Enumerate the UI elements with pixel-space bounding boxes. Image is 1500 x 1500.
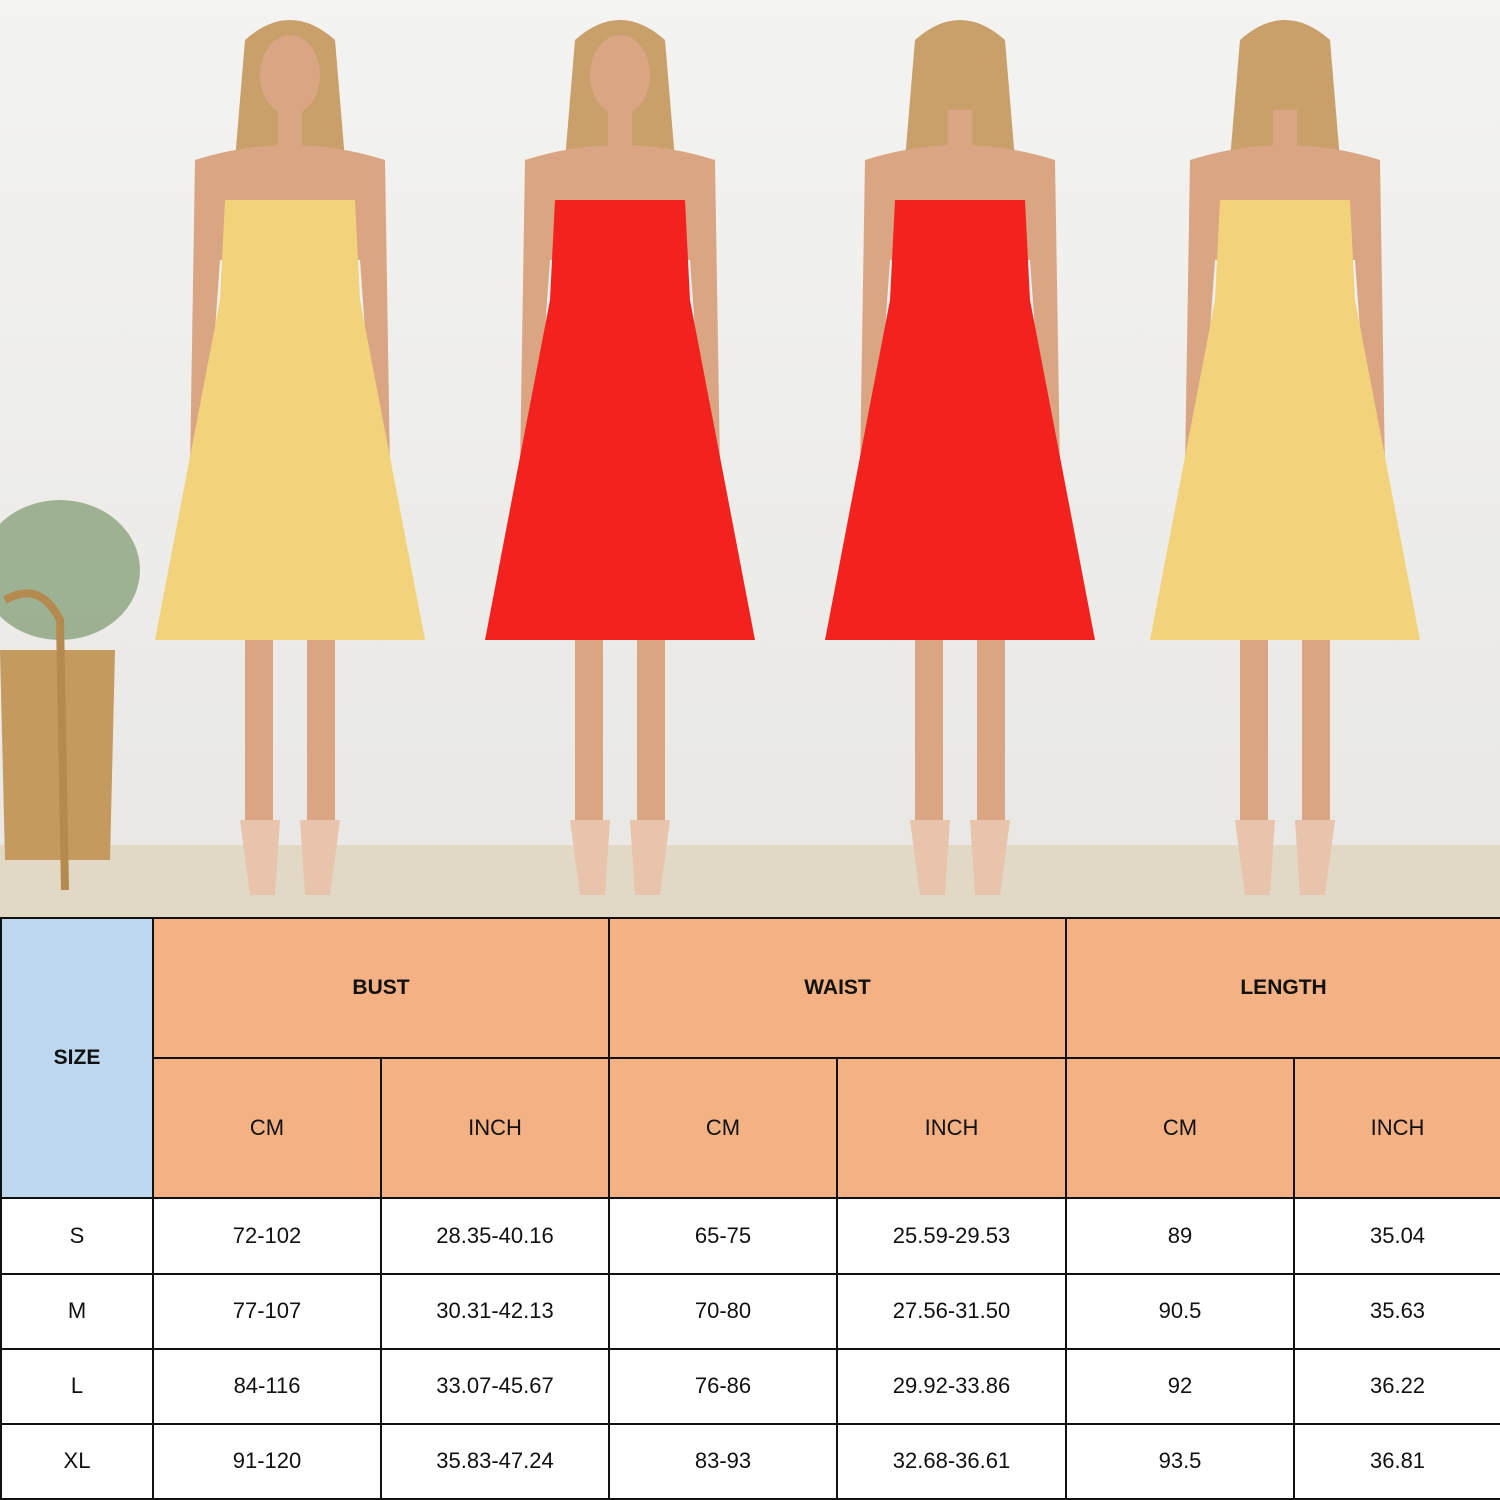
table-row: L 84-116 33.07-45.67 76-86 29.92-33.86 92 36.2…: [0, 1347, 1500, 1425]
bust-cm-cell: 77-107: [152, 1272, 382, 1350]
waist-inch-cell: 32.68-36.61: [836, 1422, 1068, 1500]
length-cm-header: CM: [1065, 1057, 1296, 1200]
bust-inch-header: INCH: [379, 1057, 611, 1200]
models: [155, 20, 1420, 895]
size-cell: S: [0, 1197, 154, 1275]
length-inch-cell: 35.63: [1293, 1272, 1500, 1350]
size-chart-table: SIZE BUST WAIST LENGTH CM INCH CM INCH C…: [0, 916, 1500, 1500]
waist-cm-cell: 65-75: [608, 1197, 839, 1275]
waist-header: WAIST: [608, 916, 1068, 1060]
table-row: M 77-107 30.31-42.13 70-80 27.56-31.50 90.5 35…: [0, 1272, 1500, 1350]
length-inch-header: INCH: [1293, 1057, 1500, 1200]
bust-header: BUST: [151, 916, 611, 1060]
bust-inch-cell: 35.83-47.24: [379, 1422, 611, 1500]
model-front-1: [155, 20, 425, 895]
bust-inch-cell: 30.31-42.13: [379, 1272, 611, 1350]
waist-inch-cell: 29.92-33.86: [836, 1347, 1068, 1425]
length-inch-cell: 36.22: [1293, 1347, 1500, 1425]
bust-cm-cell: 91-120: [152, 1422, 382, 1500]
waist-cm-cell: 76-86: [608, 1347, 839, 1425]
model-front-2: [485, 20, 755, 895]
table-row: XL 91-120 35.83-47.24 83-93 32.68-36.61 93.5 3…: [0, 1422, 1500, 1500]
length-inch-cell: 36.81: [1293, 1422, 1500, 1500]
model-back-3: [825, 20, 1095, 895]
floor-rug: [0, 845, 1500, 917]
size-cell: L: [0, 1347, 154, 1425]
model-back-4: [1150, 20, 1420, 895]
length-cm-cell: 92: [1065, 1347, 1296, 1425]
waist-inch-cell: 27.56-31.50: [836, 1272, 1068, 1350]
group-header-row: SIZE BUST WAIST LENGTH: [0, 916, 1500, 1200]
length-cm-cell: 93.5: [1065, 1422, 1296, 1500]
bust-inch-cell: 33.07-45.67: [379, 1347, 611, 1425]
bust-cm-header: CM: [152, 1057, 382, 1200]
waist-cm-header: CM: [608, 1057, 839, 1200]
waist-inch-cell: 25.59-29.53: [836, 1197, 1068, 1275]
unit-header-row: CM INCH CM INCH CM INCH: [1, 1057, 1500, 1200]
waist-cm-cell: 83-93: [608, 1422, 839, 1500]
bust-cm-cell: 84-116: [152, 1347, 382, 1425]
waist-cm-cell: 70-80: [608, 1272, 839, 1350]
size-header: SIZE: [0, 916, 154, 1200]
length-cm-cell: 89: [1065, 1197, 1296, 1275]
bust-cm-cell: 72-102: [152, 1197, 382, 1275]
length-cm-cell: 90.5: [1065, 1272, 1296, 1350]
size-cell: M: [0, 1272, 154, 1350]
product-photo: [0, 0, 1500, 917]
length-inch-cell: 35.04: [1293, 1197, 1500, 1275]
waist-inch-header: INCH: [836, 1057, 1068, 1200]
plant-basket: [0, 500, 140, 891]
size-cell: XL: [0, 1422, 154, 1500]
size-rows: S 72-102 28.35-40.16 65-75 25.59-29.53 89 35.0…: [0, 1197, 1500, 1500]
bust-inch-cell: 28.35-40.16: [379, 1197, 611, 1275]
length-header: LENGTH: [1065, 916, 1500, 1060]
table-row: S 72-102 28.35-40.16 65-75 25.59-29.53 89 35.0…: [0, 1197, 1500, 1275]
